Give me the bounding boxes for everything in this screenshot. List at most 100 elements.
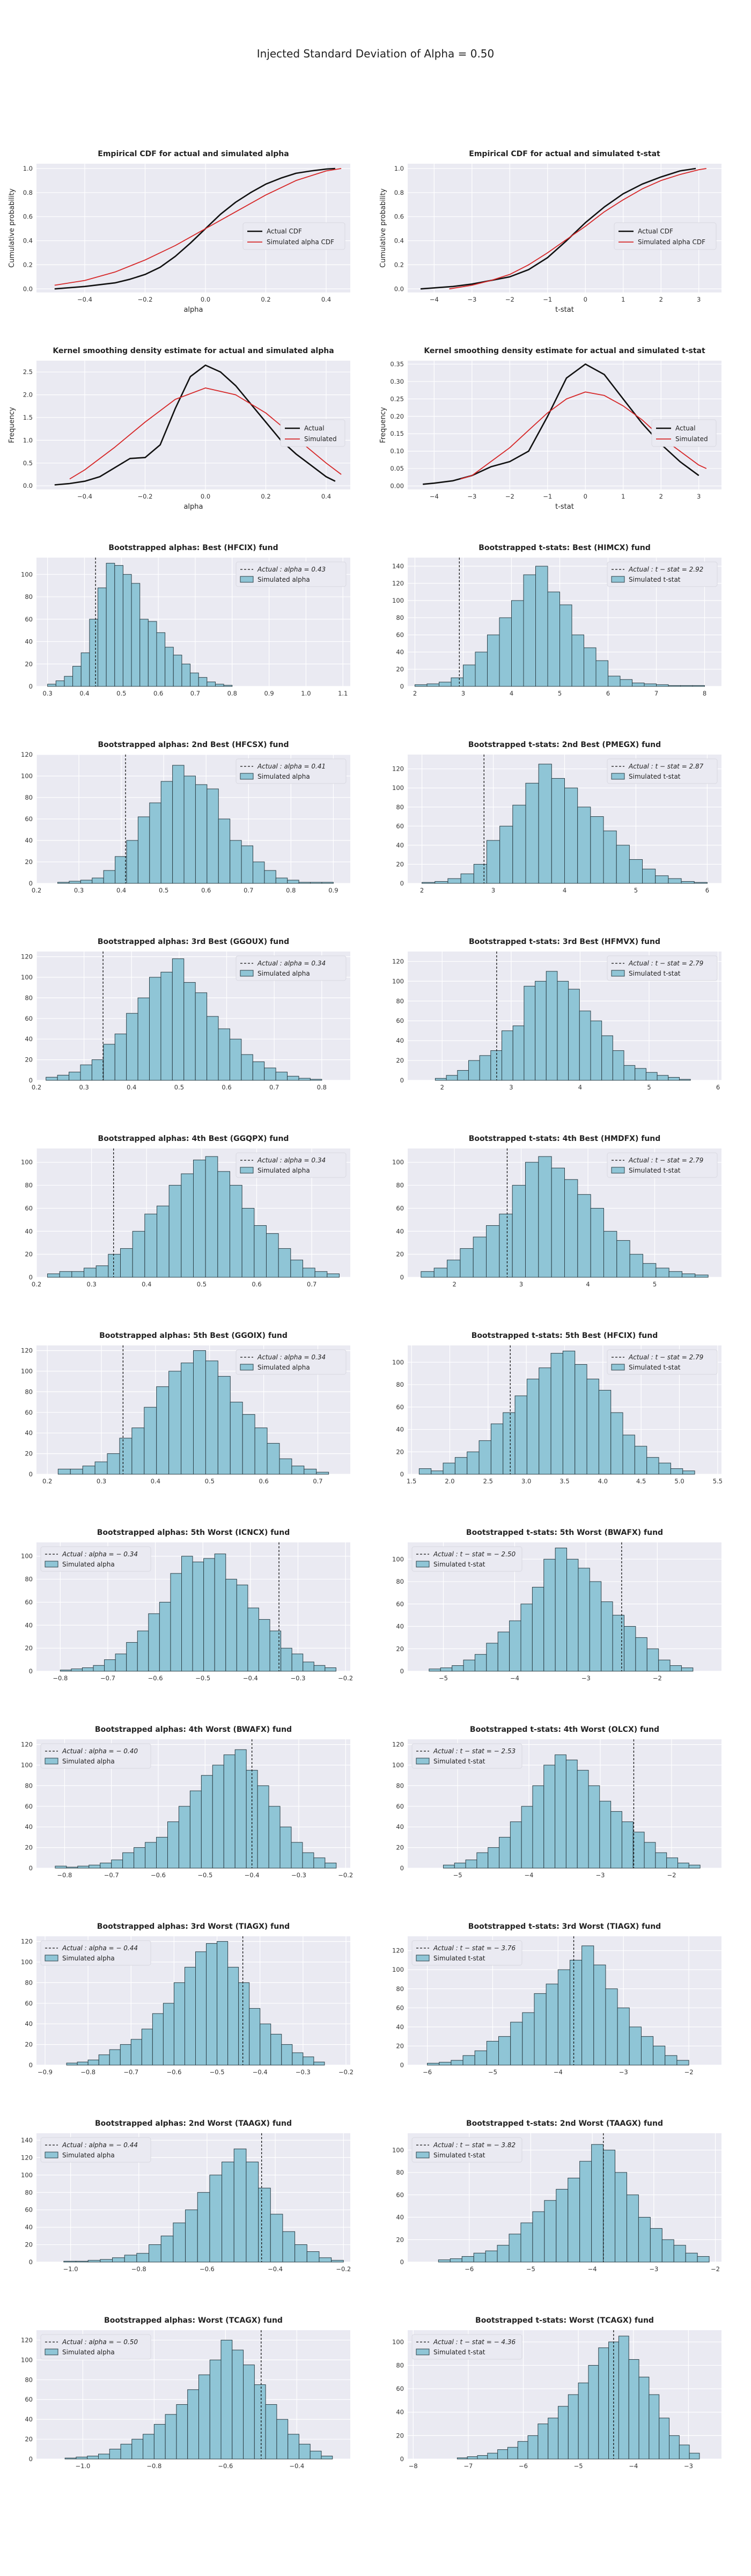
- y-tick-label: 80: [25, 2189, 33, 2196]
- chart-title: Bootstrapped alphas: 3rd Worst (TIAGX) f…: [97, 1922, 290, 1931]
- x-tick-label: −0.4: [289, 2462, 304, 2470]
- histogram-bar: [181, 1173, 194, 1278]
- y-tick-label: 0: [29, 683, 33, 690]
- y-tick-label: 80: [396, 803, 404, 811]
- x-tick-label: −4: [510, 1674, 519, 1682]
- histogram-bar: [551, 778, 565, 884]
- histogram-bar: [522, 2012, 535, 2066]
- chart-title: Bootstrapped t-stats: Best (HIMCX) fund: [478, 544, 651, 552]
- y-tick-label: 20: [396, 1057, 404, 1064]
- y-tick-label: 80: [396, 1578, 404, 1585]
- histogram-bar: [499, 825, 513, 884]
- y-axis-label: Frequency: [8, 407, 16, 443]
- histogram-bar: [543, 1765, 556, 1869]
- y-tick-label: 120: [21, 1741, 33, 1748]
- x-tick-label: −0.8: [53, 1674, 68, 1682]
- histogram-bar: [229, 1185, 242, 1278]
- legend-label: Actual : alpha = 0.43: [257, 566, 326, 573]
- x-tick-label: −2: [505, 296, 514, 303]
- legend-box: [607, 955, 718, 981]
- histogram-bar: [510, 1821, 522, 1869]
- y-tick-label: 120: [392, 765, 404, 773]
- histogram-bar: [477, 2455, 488, 2460]
- x-tick-label: −0.8: [131, 2265, 146, 2273]
- histogram-bar: [292, 2052, 304, 2066]
- x-tick-label: 1.0: [301, 690, 311, 697]
- y-tick-label: 60: [25, 815, 33, 823]
- histogram-bar: [82, 1667, 94, 1672]
- histogram-bar: [569, 1959, 583, 2066]
- histogram-bar: [452, 1665, 464, 1672]
- histogram-bar: [535, 980, 547, 1081]
- histogram-bar: [656, 1268, 669, 1278]
- y-tick-label: 0.0: [394, 285, 404, 292]
- histogram-bar: [137, 816, 150, 884]
- histogram-bar: [70, 1468, 83, 1475]
- y-tick-label: 0: [400, 1077, 404, 1084]
- histogram-bar: [310, 882, 322, 884]
- histogram-bar: [454, 1457, 468, 1475]
- histogram-bar: [557, 980, 569, 1081]
- histogram-bar: [577, 807, 591, 884]
- y-tick-label: 80: [396, 997, 404, 1005]
- histogram-bar: [190, 672, 199, 687]
- histogram-bar: [217, 1376, 231, 1475]
- histogram-bar: [130, 2039, 142, 2066]
- histogram-bar: [160, 971, 173, 1081]
- histogram-bar: [47, 684, 56, 687]
- legend-label: Actual : t − stat = − 3.76: [433, 1944, 516, 1952]
- x-tick-label: −2: [667, 1871, 676, 1879]
- x-tick-label: −8: [409, 2462, 418, 2470]
- histogram-bar: [564, 787, 578, 884]
- y-tick-label: 40: [396, 648, 404, 656]
- histogram-bar: [568, 2394, 579, 2460]
- histogram-bar: [310, 1079, 322, 1081]
- chart-panel: Bootstrapped alphas: 3rd Worst (TIAGX) f…: [21, 1922, 354, 2076]
- histogram-bar: [126, 1642, 138, 1672]
- histogram-bar: [555, 1547, 568, 1672]
- chart-panel: Kernel smoothing density estimate for ac…: [379, 347, 721, 511]
- y-tick-label: 100: [392, 2338, 404, 2346]
- histogram-bar: [546, 1984, 558, 2066]
- legend-swatch: [240, 1364, 254, 1371]
- histogram-bar: [511, 600, 524, 687]
- x-tick-label: 0.7: [190, 690, 200, 697]
- legend-box: [235, 1152, 347, 1178]
- y-tick-label: 0: [29, 2258, 33, 2266]
- x-tick-label: 0.5: [116, 690, 126, 697]
- x-tick-label: 1.1: [338, 690, 348, 697]
- histogram-bar: [559, 604, 572, 687]
- histogram-bar: [225, 1579, 237, 1672]
- histogram-bar: [676, 2060, 689, 2066]
- histogram-bar: [254, 2384, 266, 2460]
- x-tick-label: −0.6: [166, 2068, 181, 2076]
- x-tick-label: 0.5: [197, 1280, 207, 1288]
- legend-box: [411, 1743, 522, 1769]
- legend-swatch: [416, 1561, 430, 1568]
- x-tick-label: 0.2: [261, 493, 270, 500]
- x-tick-label: −1.0: [63, 2265, 78, 2273]
- histogram-bar: [87, 2260, 101, 2263]
- x-tick-label: −0.2: [338, 1674, 353, 1682]
- histogram-bar: [104, 1659, 116, 1672]
- histogram-bar: [426, 683, 439, 687]
- histogram-bar: [126, 840, 138, 884]
- x-tick-label: −0.9: [38, 2068, 53, 2076]
- x-tick-label: −0.3: [296, 2068, 311, 2076]
- y-tick-label: 2.0: [23, 391, 33, 399]
- x-tick-label: 0.6: [252, 1280, 261, 1288]
- histogram-bar: [238, 1982, 250, 2066]
- x-tick-label: −0.4: [253, 2068, 268, 2076]
- histogram-bar: [319, 2257, 332, 2263]
- histogram-bar: [264, 870, 276, 884]
- histogram-bar: [106, 562, 115, 687]
- y-tick-label: 40: [396, 1623, 404, 1630]
- histogram-bar: [589, 1581, 602, 1672]
- histogram-bar: [195, 784, 208, 884]
- y-tick-label: 20: [25, 2041, 33, 2048]
- histogram-bar: [474, 2050, 487, 2066]
- y-tick-label: 120: [392, 1741, 404, 1748]
- legend-swatch: [45, 1955, 58, 1962]
- y-tick-label: 40: [396, 2023, 404, 2031]
- histogram-bar: [497, 2245, 510, 2263]
